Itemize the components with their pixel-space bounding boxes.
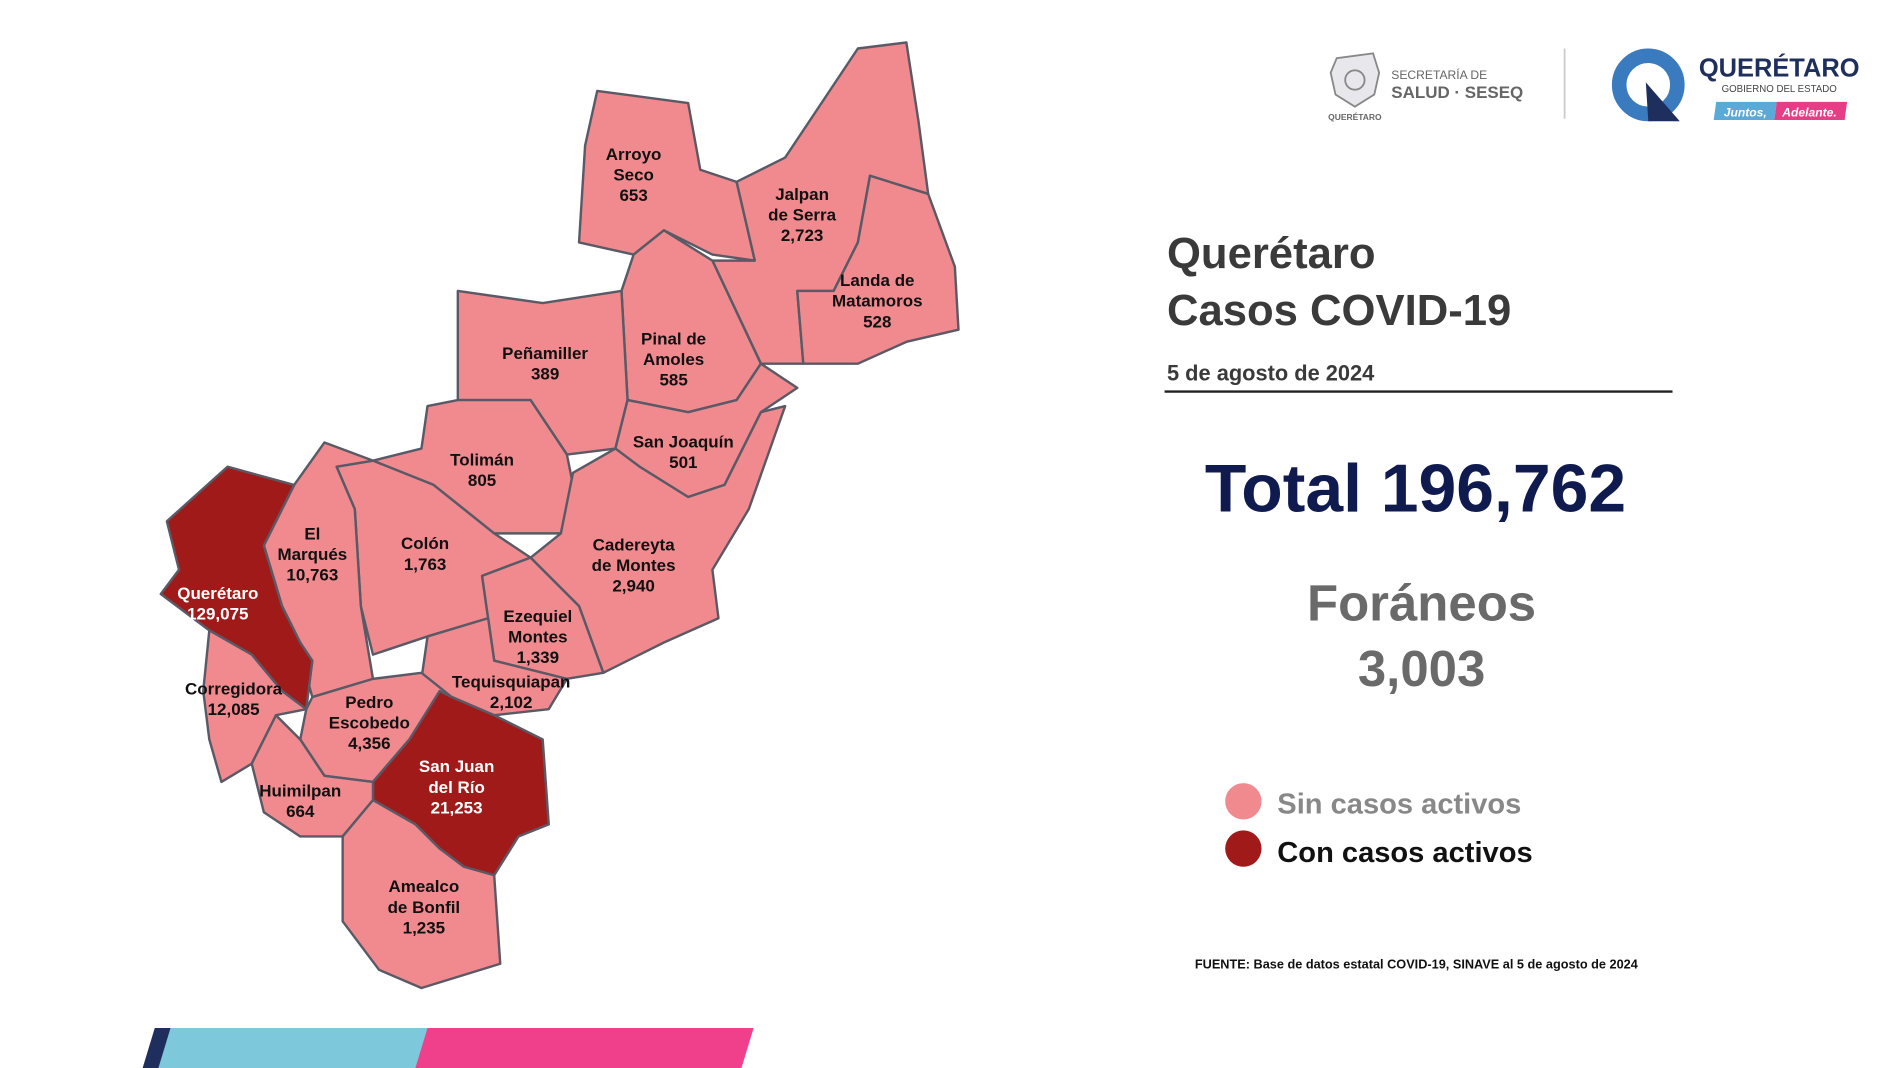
- foraneos-value: 3,003: [1358, 640, 1485, 697]
- municipality-name: Corregidora: [185, 680, 283, 699]
- coat-of-arms-detail-icon: [1344, 69, 1366, 91]
- municipality-label: Landa de Matamoros 528: [832, 271, 923, 331]
- municipality-name: Tequisquiapan: [452, 672, 570, 691]
- municipality-label: Tolimán 805: [450, 451, 514, 491]
- municipality-queretaro[interactable]: [159, 465, 314, 711]
- municipality-label: San Joaquín 501: [633, 432, 734, 472]
- municipality-name: Colón: [401, 534, 449, 553]
- legend: Sin casos activos Con casos activos: [1225, 783, 1533, 869]
- municipality-name: Marqués: [277, 545, 347, 564]
- slogan-b: Adelante.: [1781, 105, 1837, 119]
- title-line1: Querétaro: [1167, 229, 1375, 278]
- municipality-cases: 2,102: [490, 693, 532, 712]
- municipality-cases: 389: [531, 364, 559, 383]
- municipality-label: Arroyo Seco 653: [606, 145, 662, 205]
- municipality-name: Arroyo: [606, 145, 662, 164]
- municipality-cases: 4,356: [348, 734, 390, 753]
- slogan-a: Juntos,: [1724, 105, 1767, 119]
- municipality-cases: 12,085: [208, 700, 260, 719]
- municipality-cases: 805: [468, 471, 496, 490]
- municipality-name: de Bonfil: [388, 898, 461, 917]
- municipality-cases: 129,075: [187, 604, 248, 623]
- municipality-name: Amealco: [389, 877, 460, 896]
- municipality-label: San Juan del Río 21,253: [419, 757, 494, 817]
- total-cases: Total 196,762: [1205, 452, 1626, 527]
- municipality-name: Escobedo: [329, 714, 410, 733]
- municipality-label: Ezequiel Montes 1,339: [503, 607, 572, 667]
- municipality-label: Colón 1,763: [401, 534, 449, 574]
- municipality-name: Pinal de: [641, 329, 706, 348]
- report-date: 5 de agosto de 2024: [1167, 361, 1375, 386]
- legend-label-inactive: Sin casos activos: [1277, 788, 1521, 820]
- legend-swatch-active: [1225, 830, 1262, 867]
- municipality-label: Huimilpan 664: [259, 781, 341, 821]
- municipality-cases: 1,763: [404, 555, 446, 574]
- municipality-label: Cadereyta de Montes 2,940: [592, 535, 676, 595]
- municipality-label: Corregidora 12,085: [185, 680, 283, 720]
- government-logo: QUERÉTARO GOBIERNO DEL ESTADO Juntos, Ad…: [1611, 48, 1860, 122]
- legend-swatch-inactive: [1225, 783, 1262, 820]
- municipality-landa-de-matamoros[interactable]: [796, 174, 960, 365]
- municipality-arroyo-seco[interactable]: [577, 89, 757, 262]
- seseq-line2: SALUD · SESEQ: [1391, 83, 1523, 102]
- municipality-name: San Juan: [419, 757, 494, 776]
- slogan-bg-pink: [1774, 101, 1848, 121]
- municipality-label: Tequisquiapan 2,102: [452, 672, 570, 712]
- municipality-cases: 1,339: [517, 648, 559, 667]
- municipality-name: Matamoros: [832, 292, 923, 311]
- municipality-labels: Arroyo Seco 653 Jalpan de Serra 2,723 Landa de…: [177, 145, 922, 937]
- municipality-name: de Montes: [592, 556, 676, 575]
- municipality-name: Peñamiller: [502, 344, 588, 363]
- gov-logo-subtitle: GOBIERNO DEL ESTADO: [1722, 84, 1838, 95]
- municipality-label: Jalpan de Serra 2,723: [768, 185, 836, 245]
- municipality-cases: 21,253: [431, 798, 483, 817]
- municipality-label: Peñamiller 389: [502, 344, 588, 384]
- source-note: FUENTE: Base de datos estatal COVID-19, …: [1195, 957, 1638, 972]
- gov-logo-title: QUERÉTARO: [1699, 53, 1860, 82]
- municipality-name: Jalpan: [775, 185, 829, 204]
- municipality-label: Pedro Escobedo 4,356: [329, 693, 410, 753]
- municipality-cases: 501: [669, 453, 697, 472]
- municipality-name: Amoles: [643, 350, 704, 369]
- municipality-label: Querétaro 129,075: [177, 584, 258, 624]
- municipality-cases: 2,723: [781, 226, 823, 245]
- municipality-name: Montes: [508, 627, 567, 646]
- municipality-cases: 2,940: [612, 577, 654, 596]
- municipality-cases: 528: [863, 312, 891, 331]
- municipality-cases: 653: [619, 186, 647, 205]
- slogan-bg-blue: [1713, 101, 1777, 121]
- seseq-logo: QUERÉTARO SECRETARÍA DE SALUD · SESEQ: [1328, 52, 1523, 122]
- foraneos-label: Foráneos: [1307, 575, 1536, 632]
- municipality-name: Querétaro: [177, 584, 258, 603]
- municipality-name: Seco: [613, 166, 654, 185]
- title-line2: Casos COVID-19: [1167, 286, 1511, 335]
- seseq-sub: QUERÉTARO: [1328, 112, 1382, 122]
- municipality-label: Pinal de Amoles 585: [641, 329, 706, 389]
- municipality-label: Amealco de Bonfil 1,235: [388, 877, 461, 937]
- legend-label-active: Con casos activos: [1277, 837, 1532, 869]
- state-map: [159, 41, 960, 990]
- municipality-name: de Serra: [768, 206, 836, 225]
- coat-of-arms-icon: [1329, 52, 1381, 108]
- municipality-name: El: [304, 524, 320, 543]
- municipality-name: San Joaquín: [633, 432, 734, 451]
- municipality-cases: 10,763: [286, 566, 338, 585]
- municipality-cases: 1,235: [403, 918, 445, 937]
- municipality-name: Pedro: [345, 693, 393, 712]
- municipality-label: El Marqués 10,763: [277, 524, 347, 584]
- municipality-cases: 585: [659, 370, 687, 389]
- municipality-amealco-de-bonfil[interactable]: [341, 798, 502, 990]
- seseq-line1: SECRETARÍA DE: [1391, 67, 1487, 82]
- municipality-name: Cadereyta: [593, 535, 676, 554]
- municipality-name: del Río: [428, 778, 485, 797]
- municipality-name: Tolimán: [450, 451, 514, 470]
- decorative-stripe: [142, 1027, 754, 1068]
- municipality-cases: 664: [286, 802, 315, 821]
- municipality-name: Huimilpan: [259, 781, 341, 800]
- q-logo-tail-icon: [1645, 82, 1680, 122]
- municipality-name: Landa de: [840, 271, 914, 290]
- municipality-name: Ezequiel: [503, 607, 572, 626]
